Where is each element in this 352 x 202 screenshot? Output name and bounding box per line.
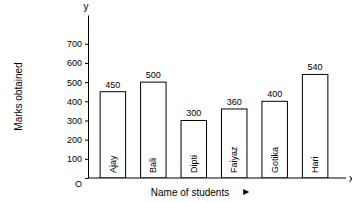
y-tick-label: 200 bbox=[67, 135, 82, 145]
data-label: 360 bbox=[227, 97, 242, 107]
x-axis-title: Name of students bbox=[151, 187, 229, 198]
x-tick-label: Hari bbox=[310, 156, 320, 173]
y-axis-title: Marks obtained bbox=[13, 62, 24, 130]
x-tick-label: Faiyaz bbox=[229, 146, 239, 173]
bar bbox=[181, 120, 206, 178]
x-tick-label: Gotika bbox=[270, 147, 280, 173]
bar bbox=[221, 109, 246, 178]
y-tick: 600 bbox=[67, 58, 88, 68]
y-tick: O bbox=[75, 179, 88, 189]
data-label: 300 bbox=[186, 108, 201, 118]
x-tick: Bali bbox=[148, 158, 158, 178]
data-labels: 450 500 300 360 400 540 bbox=[105, 62, 322, 118]
y-tick-mark bbox=[85, 159, 88, 160]
y-tick-label: 700 bbox=[67, 39, 82, 49]
x-tick: Gotika bbox=[270, 147, 280, 178]
chart: O 100 200 300 400 500 600 700 Ajay Bali Dipti Faiya… bbox=[0, 0, 352, 202]
y-tick: 200 bbox=[67, 135, 88, 145]
y-axis: O 100 200 300 400 500 600 700 bbox=[67, 16, 89, 189]
data-label: 540 bbox=[308, 62, 323, 72]
x-tick: Faiyaz bbox=[229, 146, 239, 178]
data-label: 450 bbox=[105, 80, 120, 90]
x-tick: Dipti bbox=[189, 155, 199, 178]
y-tick-label: 400 bbox=[67, 97, 82, 107]
y-axis-letter: y bbox=[84, 1, 89, 12]
y-tick-label: 600 bbox=[67, 58, 82, 68]
x-tick-label: Ajay bbox=[108, 155, 118, 173]
y-tick: 400 bbox=[67, 97, 88, 107]
y-tick-label: 100 bbox=[67, 154, 82, 164]
y-axis-line bbox=[88, 16, 89, 179]
x-axis-letter: x bbox=[349, 173, 352, 184]
x-tick: Hari bbox=[310, 156, 320, 178]
bar bbox=[302, 74, 327, 178]
y-tick-mark bbox=[85, 82, 88, 83]
x-axis-line bbox=[88, 178, 346, 179]
y-tick-mark bbox=[85, 178, 88, 179]
y-tick-label: 500 bbox=[67, 77, 82, 87]
x-axis: Ajay Bali Dipti Faiyaz Gotika Hari bbox=[88, 146, 346, 178]
y-tick-mark bbox=[85, 44, 88, 45]
data-label: 400 bbox=[267, 89, 282, 99]
bar bbox=[262, 101, 287, 178]
data-label: 500 bbox=[146, 70, 161, 80]
x-title-arrow bbox=[243, 189, 249, 195]
y-tick: 500 bbox=[67, 77, 88, 87]
bars bbox=[100, 74, 328, 178]
y-tick: 300 bbox=[67, 116, 88, 126]
x-tick-label: Bali bbox=[148, 158, 158, 173]
y-tick-mark bbox=[85, 101, 88, 102]
bar bbox=[141, 82, 166, 178]
x-tick-label: Dipti bbox=[189, 155, 199, 173]
y-tick-label: 300 bbox=[67, 116, 82, 126]
y-tick-label: O bbox=[75, 179, 82, 189]
y-tick: 100 bbox=[67, 154, 88, 164]
bar bbox=[100, 92, 125, 178]
x-tick: Ajay bbox=[108, 155, 118, 178]
y-tick-mark bbox=[85, 120, 88, 121]
y-tick-mark bbox=[85, 140, 88, 141]
y-tick: 700 bbox=[67, 39, 88, 49]
y-tick-mark bbox=[85, 63, 88, 64]
